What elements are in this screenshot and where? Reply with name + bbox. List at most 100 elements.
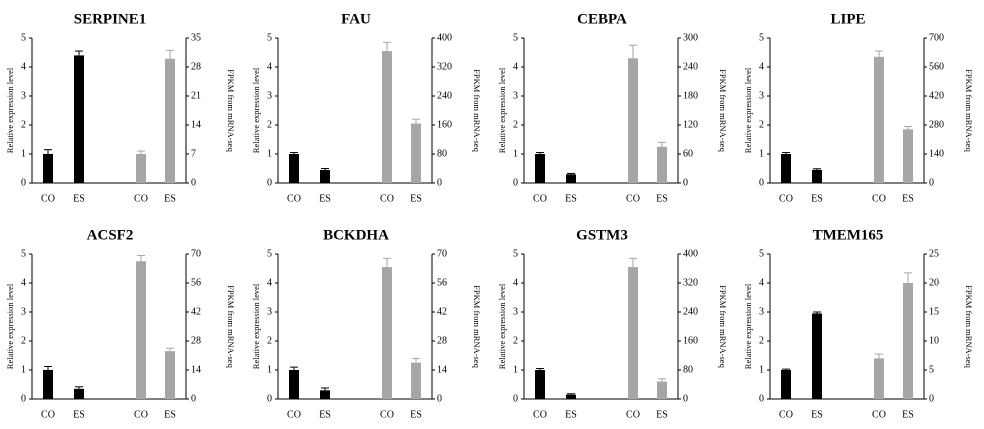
bar xyxy=(535,154,545,183)
x-tick-label: ES xyxy=(811,409,823,420)
y-axis-label: Relative expression level xyxy=(5,67,15,153)
bar xyxy=(289,154,299,183)
bar xyxy=(781,370,791,399)
y-tick-label: 3 xyxy=(759,90,764,101)
y2-tick-label: 35 xyxy=(191,32,201,43)
y2-tick-label: 0 xyxy=(683,393,688,404)
y-tick-label: 2 xyxy=(759,119,764,130)
y-tick-label: 5 xyxy=(21,32,26,43)
y2-tick-label: 60 xyxy=(683,148,693,159)
y-tick-label: 4 xyxy=(759,277,764,288)
bar xyxy=(43,370,53,399)
bar xyxy=(320,390,330,399)
x-tick-label: ES xyxy=(73,193,85,204)
bar xyxy=(136,154,146,183)
x-tick-label: CO xyxy=(41,193,55,204)
y-tick-label: 4 xyxy=(513,61,518,72)
y2-tick-label: 56 xyxy=(437,277,447,288)
y2-tick-label: 560 xyxy=(929,61,944,72)
x-tick-label: CO xyxy=(380,193,394,204)
error-bar xyxy=(137,254,145,262)
error-bar xyxy=(567,393,575,395)
y2-tick-label: 240 xyxy=(683,306,698,317)
y-tick-label: 3 xyxy=(267,306,272,317)
x-tick-label: ES xyxy=(319,409,331,420)
error-bar xyxy=(75,386,83,389)
y-tick-label: 2 xyxy=(267,119,272,130)
bar xyxy=(812,169,822,183)
y2-tick-label: 180 xyxy=(683,90,698,101)
y-axis-label: Relative expression level xyxy=(251,67,261,153)
bar xyxy=(874,358,884,399)
error-bar xyxy=(383,41,391,52)
x-tick-label: CO xyxy=(779,193,793,204)
error-bar xyxy=(658,141,666,147)
y-tick-label: 5 xyxy=(267,32,272,43)
error-bar xyxy=(629,257,637,268)
y-tick-label: 1 xyxy=(21,364,26,375)
y-tick-label: 2 xyxy=(759,335,764,346)
bar xyxy=(382,267,392,399)
error-bar xyxy=(166,49,174,59)
x-tick-label: CO xyxy=(380,409,394,420)
y-axis-label: Relative expression level xyxy=(5,283,15,369)
error-bar xyxy=(658,378,666,382)
error-bar xyxy=(904,125,912,130)
y-axis-label: Relative expression level xyxy=(251,283,261,369)
y-tick-label: 1 xyxy=(267,364,272,375)
y2-tick-label: 0 xyxy=(683,177,688,188)
x-tick-label: CO xyxy=(287,193,301,204)
x-tick-label: CO xyxy=(872,193,886,204)
bar xyxy=(165,58,175,183)
y2-tick-label: 160 xyxy=(437,119,452,130)
error-bar xyxy=(875,353,883,359)
y2-axis-label: FPKM from mRNA-seq xyxy=(718,69,728,152)
y2-tick-label: 28 xyxy=(191,61,201,72)
error-bar xyxy=(44,366,52,370)
bar xyxy=(382,51,392,183)
x-tick-label: ES xyxy=(565,409,577,420)
x-tick-label: ES xyxy=(811,193,823,204)
bar xyxy=(289,370,299,399)
chart-title: GSTM3 xyxy=(576,227,628,243)
error-bar xyxy=(412,358,420,363)
bar xyxy=(657,146,667,183)
y-tick-label: 2 xyxy=(21,335,26,346)
y-tick-label: 2 xyxy=(21,119,26,130)
y-tick-label: 4 xyxy=(267,61,272,72)
x-tick-label: ES xyxy=(319,193,331,204)
y-tick-label: 1 xyxy=(513,364,518,375)
y-tick-label: 5 xyxy=(21,248,26,259)
error-bar xyxy=(782,368,790,370)
y2-tick-label: 80 xyxy=(683,364,693,375)
x-tick-label: ES xyxy=(902,409,914,420)
y-tick-label: 3 xyxy=(513,90,518,101)
chart-title: BCKDHA xyxy=(323,227,389,243)
y-tick-label: 5 xyxy=(513,32,518,43)
bar xyxy=(411,362,421,399)
y2-tick-label: 700 xyxy=(929,32,944,43)
error-bar xyxy=(321,387,329,391)
chart-title: ACSF2 xyxy=(87,227,134,243)
y2-axis-label: FPKM from mRNA-seq xyxy=(964,285,974,368)
chart-title: FAU xyxy=(341,11,371,27)
bar xyxy=(136,261,146,399)
bar xyxy=(628,267,638,399)
y2-tick-label: 240 xyxy=(683,61,698,72)
bar xyxy=(657,381,667,399)
y2-tick-label: 0 xyxy=(929,177,934,188)
y-tick-label: 3 xyxy=(267,90,272,101)
y2-tick-label: 14 xyxy=(437,364,447,375)
x-tick-label: ES xyxy=(410,193,422,204)
y-tick-label: 2 xyxy=(513,335,518,346)
y2-tick-label: 15 xyxy=(929,306,939,317)
y2-tick-label: 160 xyxy=(683,335,698,346)
y2-tick-label: 20 xyxy=(929,277,939,288)
y-tick-label: 3 xyxy=(21,306,26,317)
y-tick-label: 0 xyxy=(513,393,518,404)
y2-tick-label: 21 xyxy=(191,90,201,101)
y2-tick-label: 70 xyxy=(437,248,447,259)
x-tick-label: ES xyxy=(565,193,577,204)
x-tick-label: ES xyxy=(164,409,176,420)
bar xyxy=(781,154,791,183)
